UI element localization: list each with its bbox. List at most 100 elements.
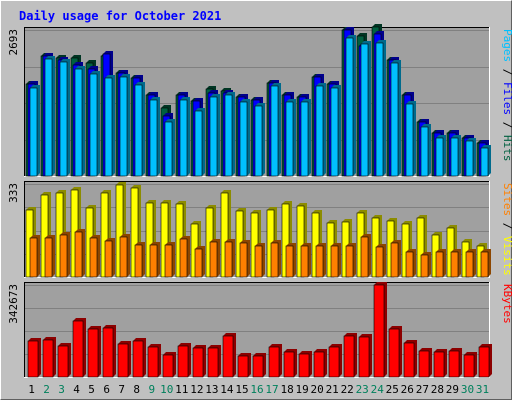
bar-kbytes xyxy=(388,328,400,378)
bar-pages xyxy=(89,73,98,177)
bar-depth-sites xyxy=(271,240,281,277)
bar-pages xyxy=(194,110,203,177)
bar-sites xyxy=(270,242,279,278)
x-tick-label: 1 xyxy=(28,383,35,396)
bar-visits xyxy=(100,192,109,278)
bar-depth-pages xyxy=(75,66,85,176)
bar-depth-kbytes xyxy=(133,338,146,377)
chart-title: Daily usage for October 2021 xyxy=(19,9,221,23)
x-tick-label: 30 xyxy=(461,383,474,396)
bar-depth-sites xyxy=(391,240,401,277)
bar-depth-sites xyxy=(255,243,265,277)
series-legend-label: KBytes xyxy=(501,284,512,324)
x-tick-label: 22 xyxy=(341,383,354,396)
bar-sites xyxy=(74,231,83,278)
bar-pages xyxy=(74,68,83,177)
bar-pages xyxy=(179,99,188,177)
bar-visits xyxy=(296,205,305,278)
bar-depth-kbytes xyxy=(344,333,357,377)
legend-part: / xyxy=(501,216,512,236)
bar-kbytes xyxy=(87,328,99,378)
bar-kbytes xyxy=(237,355,249,378)
bar-depth-pages xyxy=(331,85,341,176)
bar-sites xyxy=(315,245,324,278)
bar-depth-pages xyxy=(346,35,356,176)
bar-pages xyxy=(390,62,399,177)
bar-sites xyxy=(300,245,309,278)
bar-sites xyxy=(209,241,218,278)
bar-depth-sites xyxy=(316,243,326,277)
x-tick-label: 3 xyxy=(58,383,65,396)
bar-kbytes xyxy=(283,351,295,378)
bar-depth-pages xyxy=(195,108,205,176)
bar-depth-pages xyxy=(225,92,235,176)
bar-depth-sites xyxy=(481,249,491,277)
bar-pages xyxy=(405,103,414,177)
bar-depth-sites xyxy=(466,249,476,277)
bar-sites xyxy=(465,251,474,278)
panel-edge-light xyxy=(24,181,490,278)
panel-edge-dark xyxy=(24,27,490,177)
bar-pages xyxy=(209,96,218,177)
bar-kbytes xyxy=(463,354,475,378)
bar-depth-sites xyxy=(60,232,70,277)
legend-part: Files xyxy=(501,82,512,115)
bar-depth-pages xyxy=(240,99,250,176)
bar-depth-sites xyxy=(421,252,431,277)
bar-visits xyxy=(281,203,290,278)
bar-pages xyxy=(345,37,354,177)
bar-depth-sites xyxy=(150,242,160,277)
legend-part: Sites xyxy=(501,183,512,216)
bar-sites xyxy=(254,245,263,278)
bar-pages xyxy=(315,85,324,177)
bar-visits xyxy=(130,187,139,278)
bar-pages xyxy=(420,126,429,177)
bar-depth-pages xyxy=(60,59,70,176)
x-tick-label: 12 xyxy=(190,383,203,396)
bar-sites xyxy=(134,244,143,278)
bar-kbytes xyxy=(418,350,430,378)
bar-depth-kbytes xyxy=(43,337,56,377)
bar-depth-kbytes xyxy=(148,344,161,377)
x-tick-label: 2 xyxy=(43,383,50,396)
bar-depth-kbytes xyxy=(58,343,71,377)
y-axis-max-label: 333 xyxy=(7,183,20,203)
bar-depth-kbytes xyxy=(238,353,251,377)
bar-pages xyxy=(285,101,294,177)
bar-sites xyxy=(450,251,459,278)
x-tick-label: 5 xyxy=(88,383,95,396)
x-tick-label: 13 xyxy=(205,383,218,396)
bar-depth-pages xyxy=(120,74,130,176)
bar-depth-kbytes xyxy=(253,353,266,377)
bar-depth-kbytes xyxy=(163,352,176,377)
bar-pages xyxy=(29,87,38,177)
bar-depth-pages xyxy=(150,97,160,176)
bar-depth-sites xyxy=(210,239,220,277)
bar-sites xyxy=(224,241,233,278)
legend-part: / xyxy=(501,62,512,82)
bar-depth-sites xyxy=(45,235,55,277)
bar-sites xyxy=(435,251,444,278)
bar-depth-pages xyxy=(421,124,431,176)
x-tick-label: 9 xyxy=(148,383,155,396)
bar-depth-sites xyxy=(331,243,341,277)
bar-kbytes xyxy=(147,346,159,378)
bar-sites xyxy=(405,251,414,278)
bar-pages xyxy=(239,101,248,177)
bar-depth-pages xyxy=(135,82,145,176)
bar-depth-kbytes xyxy=(329,344,342,377)
bar-kbytes xyxy=(102,327,114,378)
bar-kbytes xyxy=(42,339,54,378)
bar-depth-pages xyxy=(45,56,55,176)
bar-depth-pages xyxy=(180,97,190,176)
bar-depth-sites xyxy=(75,229,85,277)
bar-depth-sites xyxy=(90,235,100,277)
bar-depth-sites xyxy=(436,249,446,277)
bar-depth-pages xyxy=(210,94,220,176)
bar-depth-pages xyxy=(286,99,296,176)
bar-depth-pages xyxy=(316,83,326,176)
bar-pages xyxy=(224,94,233,177)
bar-depth-kbytes xyxy=(479,344,492,377)
bar-pages xyxy=(134,84,143,177)
bar-pages xyxy=(270,85,279,177)
